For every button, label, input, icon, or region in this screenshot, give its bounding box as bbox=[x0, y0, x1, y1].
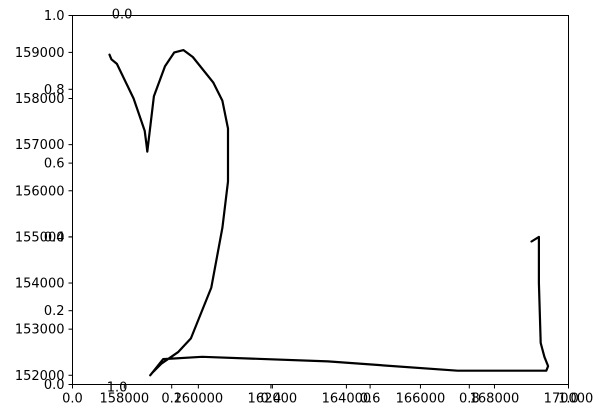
y-tick-label: 155000 bbox=[15, 230, 65, 245]
y-tick-label: 154000 bbox=[15, 277, 65, 292]
y-tick-label: 156000 bbox=[15, 184, 65, 199]
x-tick-label: 158000 bbox=[100, 392, 150, 407]
overlay-y-tick-label: 0.6 bbox=[44, 157, 65, 172]
x-tick-label: 166000 bbox=[396, 392, 446, 407]
y-tick-label: 158000 bbox=[15, 92, 65, 107]
x-tick-label: 160000 bbox=[174, 392, 224, 407]
y-tick-label: 152000 bbox=[15, 369, 65, 384]
y-tick-label: 159000 bbox=[15, 46, 65, 61]
overlay-y-tick-label: 0.2 bbox=[44, 304, 65, 319]
x-tick-label: 170000 bbox=[544, 392, 594, 407]
overlay-x-tick-label: 0.0 bbox=[62, 392, 83, 407]
x-tick-label: 168000 bbox=[470, 392, 520, 407]
x-tick-label: 164000 bbox=[322, 392, 372, 407]
y-tick-label: 153000 bbox=[15, 323, 65, 338]
overlay-y-tick-label: 1.0 bbox=[44, 9, 65, 24]
x-tick-label: 162000 bbox=[248, 392, 298, 407]
y-tick-label: 157000 bbox=[15, 138, 65, 153]
